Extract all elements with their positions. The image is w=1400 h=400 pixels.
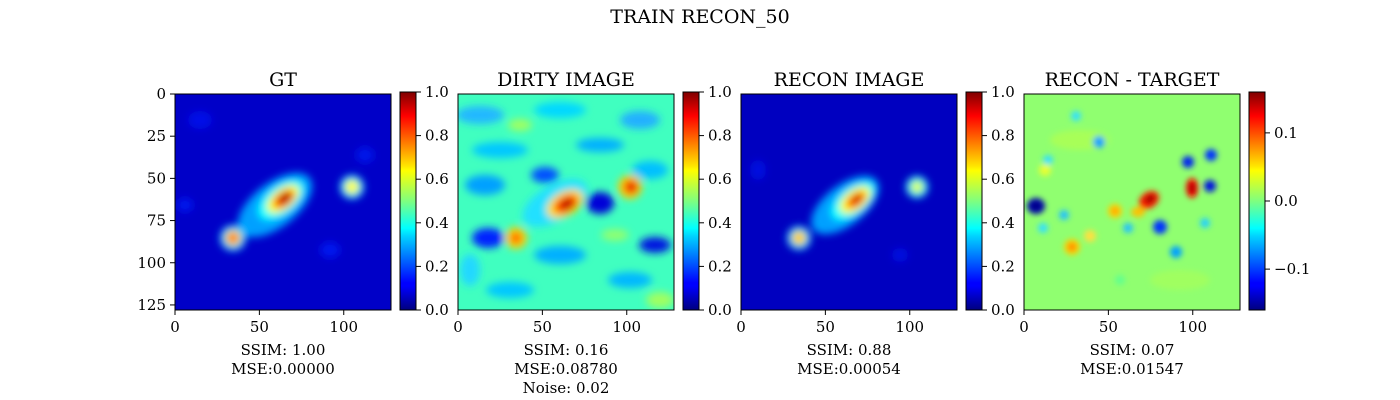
colorbar: 0.0 0.2 0.4 0.6 0.8 1.0 [399,83,449,319]
colorbar-gradient [682,91,700,311]
metric-label: SSIM: 1.00 [241,341,326,359]
metric-label: SSIM: 0.88 [807,341,892,359]
colorbar-tick-label: 0.2 [425,257,449,275]
heatmap-frame [740,93,958,311]
x-tick-label: 100 [895,318,924,336]
colorbar: 0.0 0.2 0.4 0.6 0.8 1.0 [965,83,1015,319]
colorbar-tick-label: 0.0 [708,301,732,319]
colorbar-tick-label: −0.1 [1274,260,1310,278]
x-tick-label: 0 [170,318,180,336]
colorbar-gradient [965,91,983,311]
colorbar-tick-label: 0.4 [991,214,1015,232]
y-tick-label: 50 [147,169,166,187]
metric-label: MSE:0.01547 [1080,360,1184,378]
heatmap-image [458,94,674,310]
x-tick-label: 0 [453,318,463,336]
x-axis: 0 50 100 [736,310,924,336]
heatmap-frame [1023,93,1241,311]
colorbar-tick-label: 1.0 [991,83,1015,101]
colorbar-tick-label: 1.0 [708,83,732,101]
colorbar-tick-label: 0.1 [1274,124,1298,142]
panel-title: RECON IMAGE [774,69,925,91]
y-axis: 0 25 50 75 100 125 [137,85,175,314]
panel-dirty-image: DIRTY IMAGE [453,69,732,397]
colorbar-tick-label: 0.6 [425,170,449,188]
x-axis: 0 50 100 [170,310,358,336]
x-axis: 0 50 100 [1019,310,1207,336]
heatmap-frame [174,93,392,311]
x-axis: 0 50 100 [453,310,641,336]
x-tick-label: 50 [533,318,552,336]
heatmap-image [175,94,391,310]
x-tick-label: 100 [612,318,641,336]
metric-label: MSE:0.00054 [797,360,901,378]
panel-recon-minus-target: RECON - TARGET [1019,69,1310,378]
heatmap-image [1024,94,1240,310]
colorbar-tick-label: 0.2 [991,257,1015,275]
colorbar-tick-label: 0.8 [425,127,449,145]
colorbar: −0.1 0.0 0.1 [1248,91,1310,311]
metric-label: MSE:0.08780 [514,360,618,378]
x-tick-label: 50 [816,318,835,336]
panel-recon-image: RECON IMAGE 0 50 100 0.0 0.2 0.4 0.6 0.8 1.0 SS… [736,69,1015,378]
colorbar-tick-label: 0.0 [425,301,449,319]
colorbar-tick-label: 0.8 [708,127,732,145]
colorbar-tick-label: 0.4 [708,214,732,232]
x-tick-label: 0 [1019,318,1029,336]
y-tick-label: 25 [147,127,166,145]
colorbar-tick-label: 0.0 [1274,192,1298,210]
colorbar-tick-label: 0.0 [991,301,1015,319]
colorbar-gradient [1248,91,1266,311]
metric-label: MSE:0.00000 [231,360,335,378]
colorbar: 0.0 0.2 0.4 0.6 0.8 1.0 [682,83,732,319]
y-tick-label: 0 [156,85,166,103]
colorbar-tick-label: 0.2 [708,257,732,275]
colorbar-tick-label: 0.6 [708,170,732,188]
y-tick-label: 100 [137,254,166,272]
metric-label: SSIM: 0.16 [524,341,609,359]
x-tick-label: 100 [329,318,358,336]
y-tick-label: 125 [137,296,166,314]
metric-label: Noise: 0.02 [523,379,610,397]
x-tick-label: 50 [250,318,269,336]
heatmap-image [741,94,957,310]
panel-title: DIRTY IMAGE [497,69,635,91]
x-tick-label: 100 [1178,318,1207,336]
metric-label: SSIM: 0.07 [1090,341,1175,359]
figure-title: TRAIN RECON_50 [610,6,789,28]
panel-title: RECON - TARGET [1045,69,1220,91]
colorbar-gradient [399,91,417,311]
x-tick-label: 50 [1099,318,1118,336]
colorbar-tick-label: 0.6 [991,170,1015,188]
colorbar-tick-label: 0.8 [991,127,1015,145]
y-tick-label: 75 [147,212,166,230]
panel-title: GT [269,69,297,91]
colorbar-tick-label: 1.0 [425,83,449,101]
colorbar-tick-label: 0.4 [425,214,449,232]
heatmap-frame [457,93,675,311]
x-tick-label: 0 [736,318,746,336]
